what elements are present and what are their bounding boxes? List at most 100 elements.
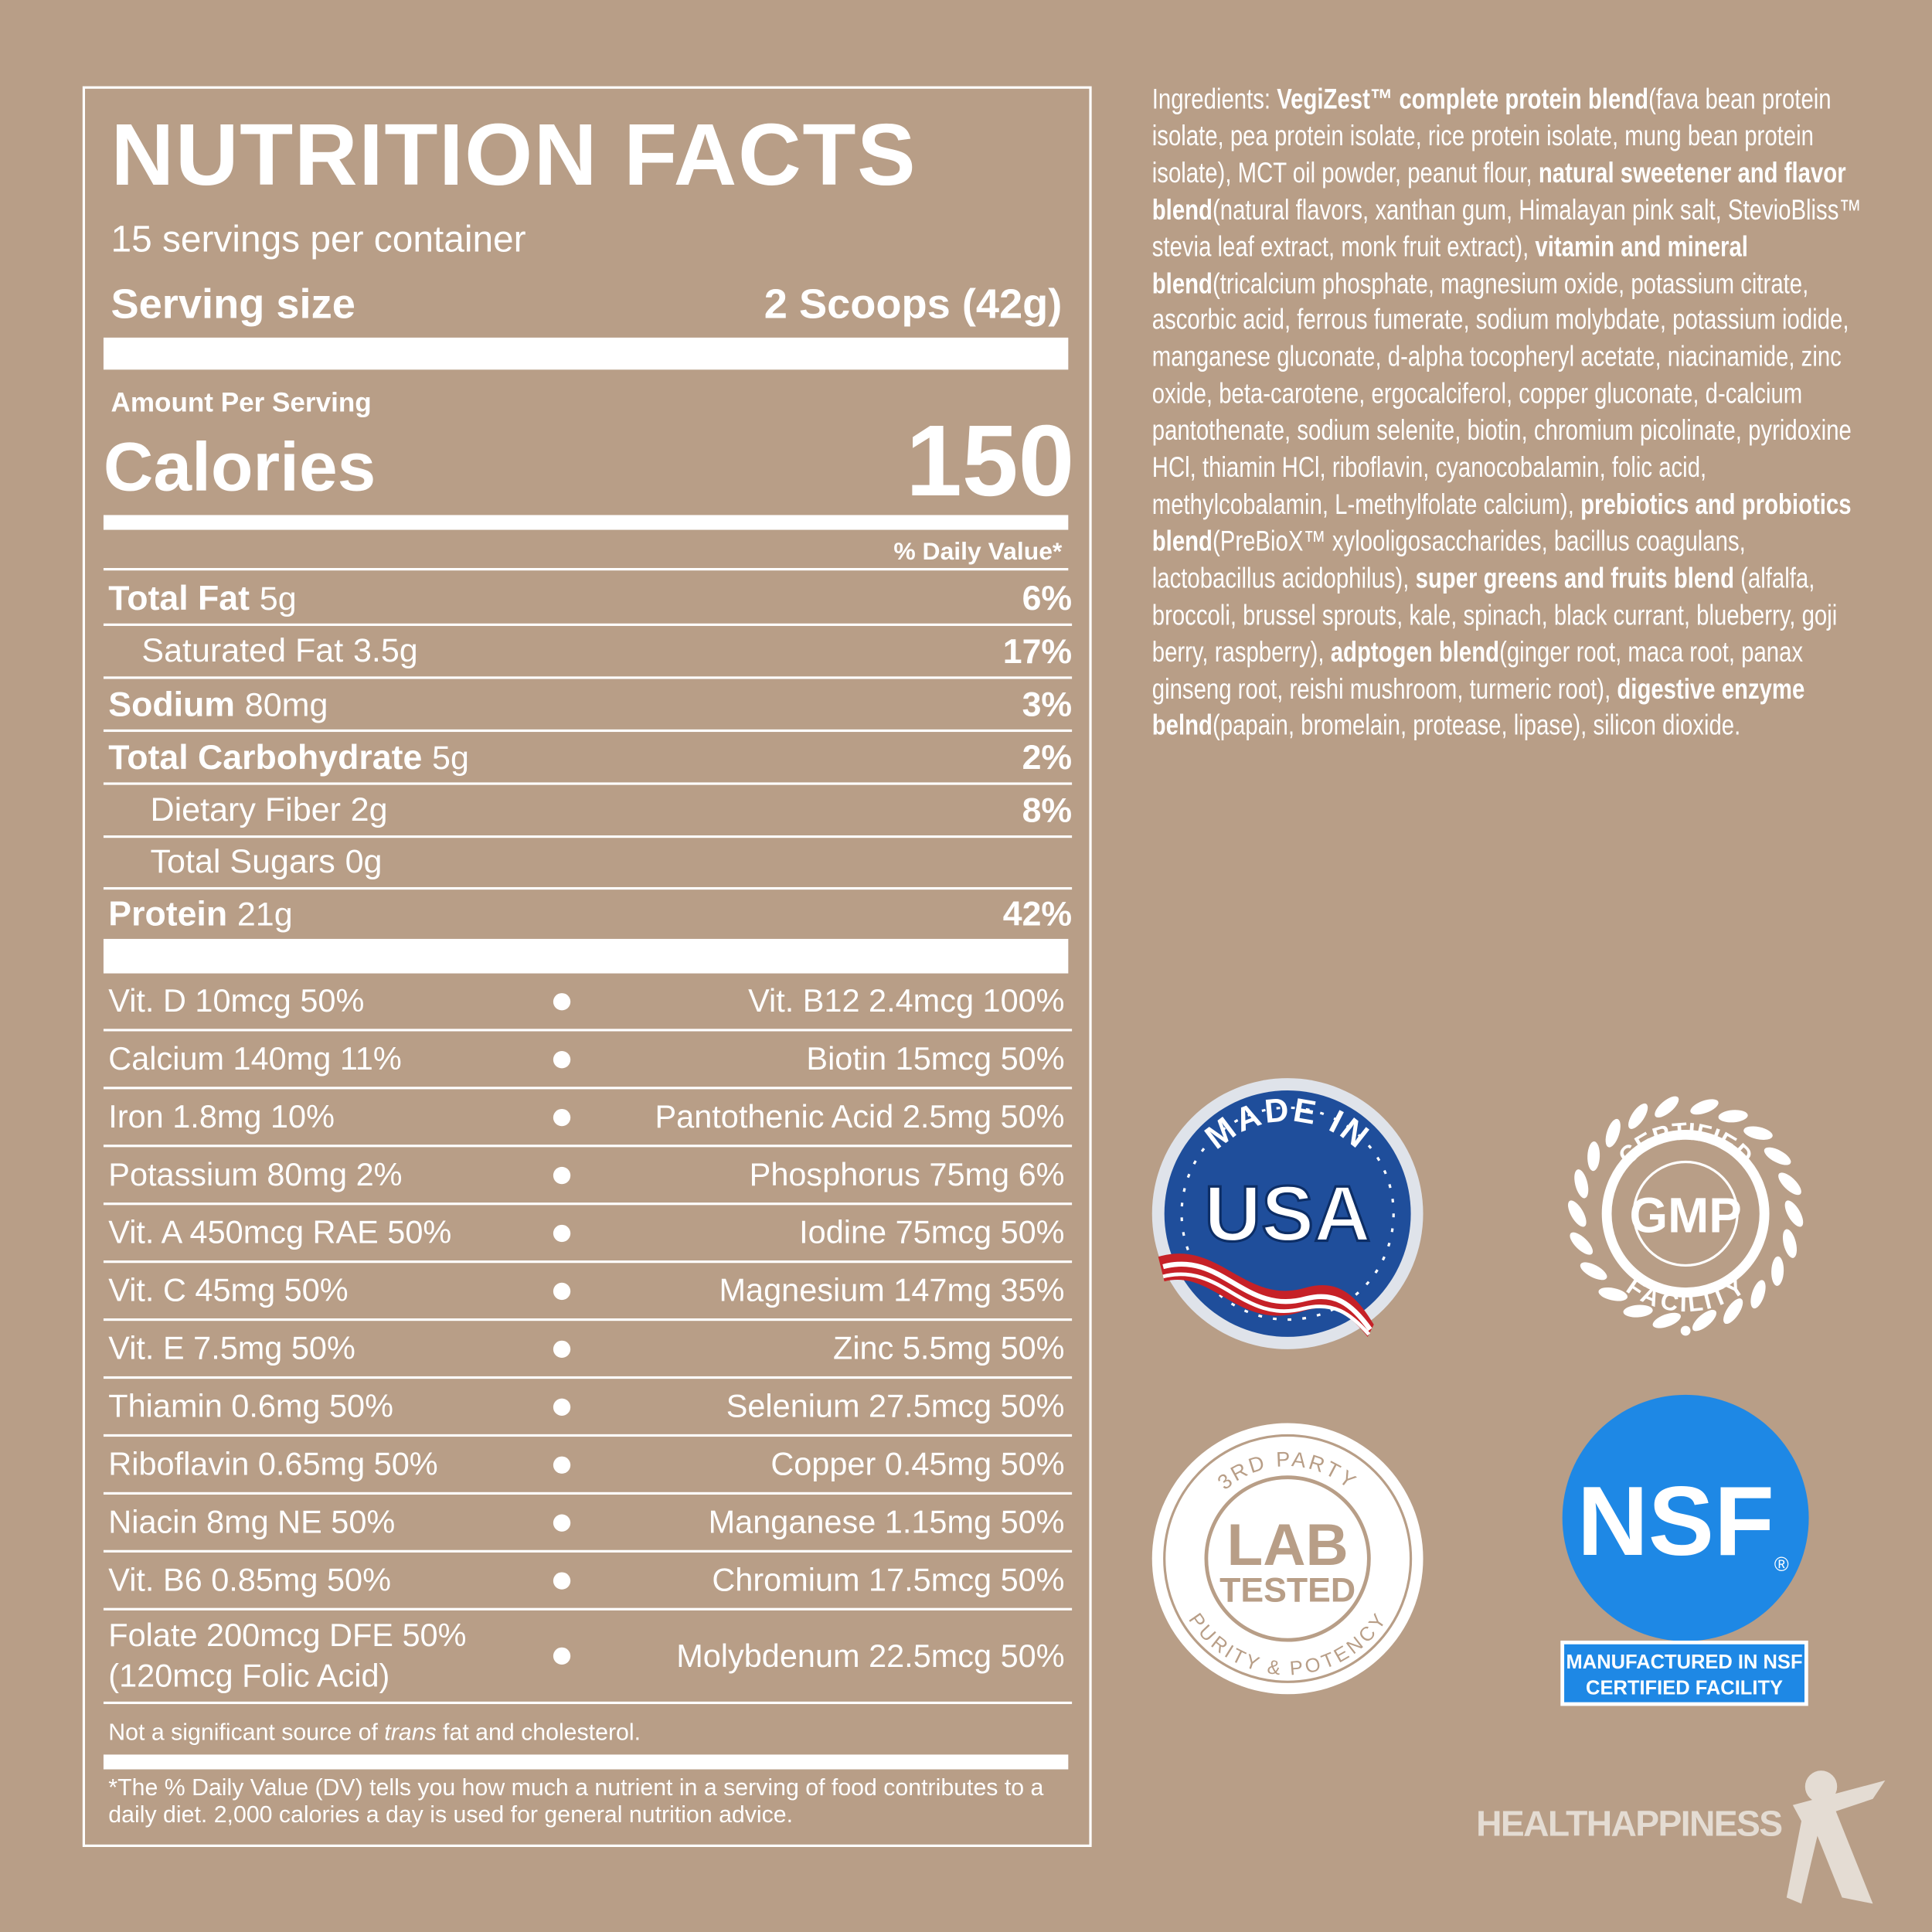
- laurel-leaf: [1598, 1287, 1628, 1301]
- laurel-leaf: [1605, 1118, 1621, 1148]
- badge-ring: [1204, 1475, 1371, 1642]
- ingredient-text: (tricalcium phosphate, magnesium oxide, …: [1151, 267, 1852, 520]
- nutrient-label: Total Sugars 0g: [151, 843, 383, 881]
- ingredient-text: super greens and fruits blend: [1415, 561, 1735, 594]
- laurel-leaf: [1771, 1256, 1784, 1286]
- nutrient-amount: 2g: [350, 791, 388, 828]
- trans-note: Not a significant source of trans fat an…: [108, 1720, 641, 1747]
- vitamin-left: Calcium 140mg 11%: [108, 1039, 402, 1077]
- separator-dot-cell: [527, 1571, 596, 1589]
- nutrient-name: Dietary Fiber: [150, 791, 341, 828]
- ingredient-text: vitamin and mineral blend: [1151, 230, 1748, 299]
- nutrient-dv: 17%: [1002, 631, 1073, 671]
- vitamin-right: Manganese 1.15mg 50%: [708, 1503, 1065, 1540]
- separator-dot-cell: [527, 1397, 596, 1416]
- calories-value: 150: [906, 405, 1075, 518]
- flag-stripe: [1162, 1261, 1372, 1332]
- vitamin-row: Riboflavin 0.65mg 50% Copper 0.45mg 50%: [103, 1437, 1073, 1495]
- laurel-leaf: [1782, 1229, 1798, 1258]
- badge-text: ®: [1774, 1554, 1789, 1576]
- ingredients: Ingredients: VegiZest™ complete protein …: [1152, 81, 1867, 744]
- vitamin-right: Copper 0.45mg 50%: [770, 1445, 1065, 1483]
- flag: [1158, 1253, 1374, 1337]
- nutrient-row: Protein 21g 42%: [104, 889, 1072, 941]
- flag-stripe: [1162, 1272, 1371, 1336]
- laurel-leaf: [1652, 1312, 1681, 1328]
- nutrient-name: Total Fat: [108, 579, 250, 617]
- lab-badge: 3RD PARTY PURITY & POTENCY LAB TESTED: [1151, 1423, 1423, 1695]
- daily-value-header: % Daily Value*: [893, 538, 1063, 566]
- ingredient-text: adptogen blend: [1330, 635, 1500, 668]
- separator-dot: [553, 992, 571, 1010]
- vitamin-table: Vit. D 10mcg 50% Vit. B12 2.4mcg 100% Calc…: [103, 974, 1073, 1705]
- thick-rule: [103, 337, 1069, 370]
- nutrient-name: Total Carbohydrate: [108, 738, 423, 777]
- ingredient-text: (fava bean protein isolate, pea protein …: [1151, 82, 1832, 189]
- laurel-leaf: [1580, 1262, 1607, 1281]
- nutrient-name: Total Sugars: [150, 842, 335, 880]
- note-text: Not a significant source of: [108, 1719, 385, 1747]
- thin-rule: [103, 568, 1069, 571]
- serving-size-value: 2 Scoops (42g): [764, 281, 1063, 328]
- ingredient-text: (alfalfa, broccoli, brussel sprouts, kal…: [1151, 561, 1838, 668]
- separator-dot-cell: [527, 1647, 596, 1665]
- footnote: *The % Daily Value (DV) tells you how mu…: [108, 1775, 1044, 1829]
- nutrient-row: Total Carbohydrate 5g 2%: [103, 733, 1073, 785]
- vitamin-row: Vit. C 45mg 50% Magnesium 147mg 35%: [103, 1263, 1073, 1321]
- ingredient-text: (ginger root, maca root, panax ginseng r…: [1151, 635, 1804, 705]
- laurel-leaf: [1692, 1309, 1717, 1332]
- laurel-leaf: [1655, 1096, 1679, 1118]
- brand-icon: [1786, 1780, 1886, 1904]
- separator-dot-cell: [527, 1455, 596, 1474]
- vitamin-row: Vit. B6 0.85mg 50% Chromium 17.5mcg 50%: [103, 1553, 1073, 1611]
- laurel-leaf: [1743, 1126, 1773, 1140]
- separator-dot: [553, 1397, 571, 1416]
- nutrient-row: Saturated Fat 3.5g 17%: [103, 628, 1073, 679]
- vitamin-left: Vit. D 10mcg 50%: [108, 981, 365, 1019]
- vitamin-right: Phosphorus 75mg 6%: [749, 1155, 1065, 1193]
- badge-text: MANUFACTURED IN NSF: [1566, 1651, 1803, 1673]
- badge-face: [1151, 1423, 1423, 1695]
- vitamin-row: Folate 200mcg DFE 50% (120mcg Folic Acid…: [103, 1611, 1073, 1705]
- ingredient-text: (natural flavors, xanthan gum, Himalayan…: [1151, 192, 1862, 263]
- laurel-leaf: [1628, 1103, 1648, 1129]
- ingredient-text: digestive enzyme belnd: [1151, 672, 1805, 741]
- serving-size-label: Serving size: [111, 281, 355, 328]
- separator-dot-cell: [527, 1050, 596, 1068]
- laurel-leaf: [1764, 1147, 1791, 1165]
- ingredient-text: (PreBioX™ xylooligosaccharides, bacillus…: [1151, 525, 1746, 594]
- nutrient-name: Sodium: [108, 685, 236, 723]
- vitamin-right: Zinc 5.5mg 50%: [833, 1329, 1065, 1367]
- nutrient-label: Saturated Fat 3.5g: [141, 632, 417, 670]
- separator-dot: [553, 1281, 571, 1300]
- separator-dot-cell: [527, 1339, 596, 1358]
- vitamin-right: Chromium 17.5mcg 50%: [712, 1561, 1065, 1598]
- separator-dot: [553, 1166, 571, 1184]
- badge-text: TESTED: [1219, 1572, 1355, 1610]
- panel-title: NUTRITION FACTS: [111, 107, 917, 205]
- vitamin-row: Iron 1.8mg 10% Pantothenic Acid 2.5mg 50%: [103, 1089, 1073, 1148]
- vitamin-right: Iodine 75mcg 50%: [799, 1213, 1065, 1251]
- vitamin-left: Folate 200mcg DFE 50% (120mcg Folic Acid…: [108, 1616, 467, 1695]
- nutrient-row: Total Fat 5g 6%: [103, 574, 1073, 626]
- vitamin-left: Vit. C 45mg 50%: [108, 1271, 349, 1309]
- nutrient-amount: 80mg: [244, 686, 328, 723]
- vitamin-right: Pantothenic Acid 2.5mg 50%: [655, 1097, 1065, 1135]
- badge-text: CERTIFIED FACILITY: [1586, 1677, 1783, 1699]
- nutrient-name: Protein: [108, 894, 228, 933]
- note-text: fat and cholesterol.: [436, 1719, 641, 1747]
- nutrient-dv: 2%: [1022, 738, 1073, 777]
- laurel-leaf: [1750, 1280, 1766, 1309]
- laurel-leaf: [1718, 1110, 1748, 1123]
- ingredients-label: Ingredients:: [1151, 82, 1271, 115]
- laurel-leaf: [1723, 1298, 1743, 1325]
- nutrient-dv: 6%: [1022, 579, 1073, 617]
- badge-ring: [1632, 1160, 1739, 1267]
- laurel-leaf: [1784, 1200, 1804, 1227]
- badge-stars: [1180, 1106, 1395, 1321]
- nutrient-label: Protein 21g: [108, 895, 292, 934]
- nsf-badge: NSF ® MANUFACTURED IN NSF CERTIFIED FACI…: [1560, 1394, 1809, 1706]
- nutrition-panel: [82, 86, 1092, 1847]
